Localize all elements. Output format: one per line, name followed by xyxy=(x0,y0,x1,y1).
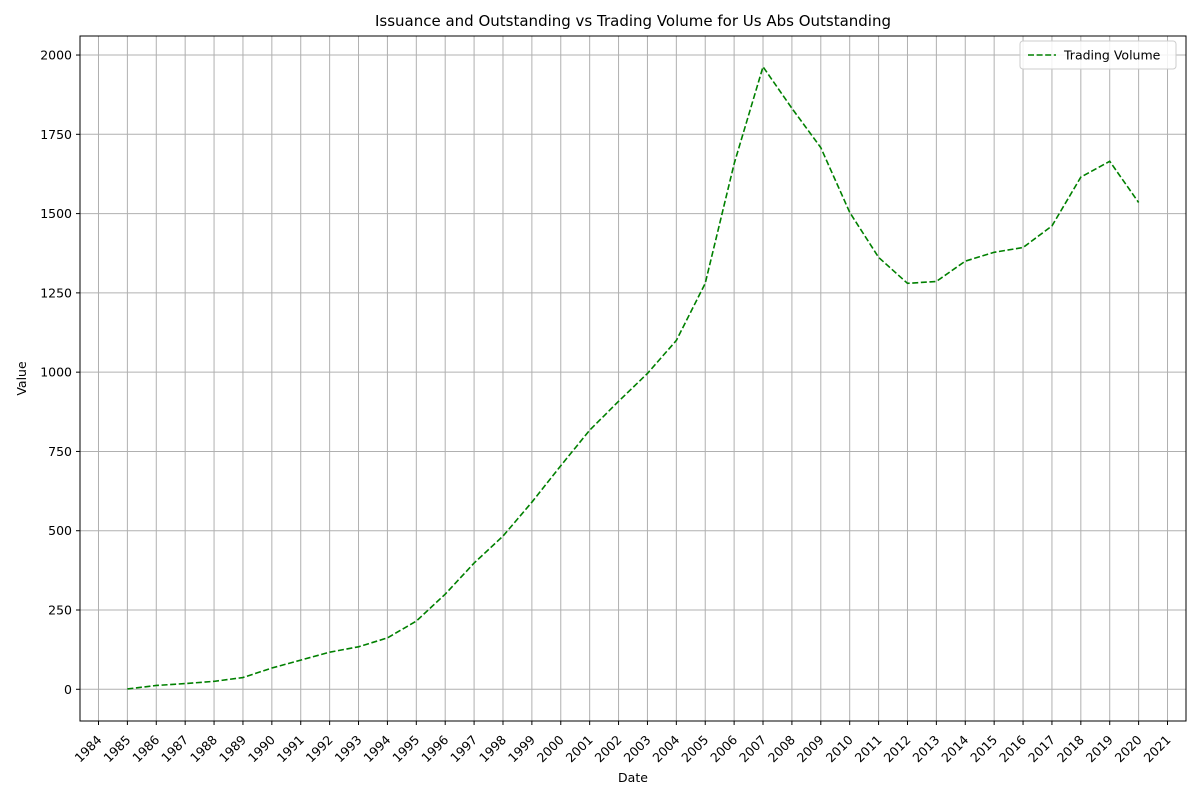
y-axis-label: Value xyxy=(14,361,29,396)
legend-box xyxy=(1019,40,1177,70)
series-layer xyxy=(127,64,1140,690)
y-axis: 0 250 500 750 1000 1250 1500 1750 2000 xyxy=(40,48,80,697)
y-tick-label: 1000 xyxy=(40,365,72,380)
series-line-0 xyxy=(127,64,1140,690)
legend: Trading Volume xyxy=(1019,40,1177,70)
y-tick-label: 1500 xyxy=(40,206,72,221)
grid xyxy=(80,36,1186,721)
y-tick-label: 750 xyxy=(48,444,72,459)
legend-label: Trading Volume xyxy=(1063,48,1161,63)
y-tick-label: 1250 xyxy=(40,285,72,300)
y-tick-label: 2000 xyxy=(40,48,72,63)
plot-frame xyxy=(79,35,1187,722)
y-tick-label: 500 xyxy=(48,523,72,538)
x-axis-label: Date xyxy=(618,770,648,785)
y-tick-label: 1750 xyxy=(40,127,72,142)
y-tick-label: 0 xyxy=(64,682,72,697)
y-tick-label: 250 xyxy=(48,603,72,618)
chart-title: Issuance and Outstanding vs Trading Volu… xyxy=(375,12,891,30)
